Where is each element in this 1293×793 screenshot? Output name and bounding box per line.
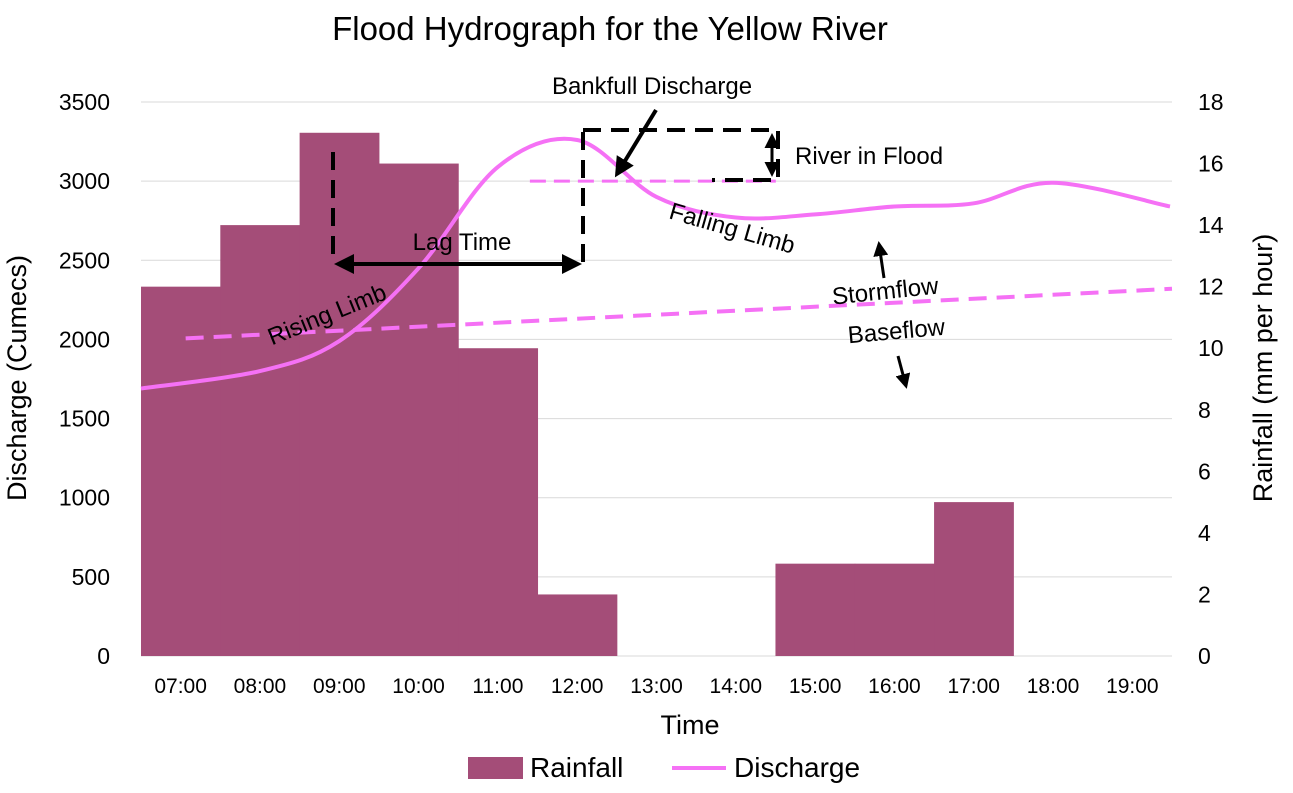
y-left-tick-label: 500 (72, 564, 110, 590)
annotation-falling-limb: Falling Limb (666, 198, 798, 260)
x-tick-label: 19:00 (1106, 675, 1159, 698)
baseflow-arrow (895, 355, 911, 389)
y-left-tick-label: 2000 (59, 326, 110, 352)
x-tick-label: 11:00 (472, 675, 523, 698)
stormflow-arrow (873, 241, 889, 279)
x-tick-label: 14:00 (710, 675, 763, 698)
discharge-series (140, 136, 1171, 391)
x-tick-label: 18:00 (1027, 675, 1080, 698)
y-right-tick-label: 6 (1198, 458, 1211, 484)
rainfall-bar (537, 594, 618, 656)
x-tick-label: 10:00 (392, 675, 445, 698)
rainfall-bar (378, 163, 459, 657)
y-left-tick-label: 3500 (59, 89, 110, 115)
x-tick-label: 13:00 (630, 675, 683, 698)
x-tick-label: 17:00 (947, 675, 1000, 698)
y-left-tick-labels: 0 500 1000 1500 2000 2500 3000 3500 (59, 89, 110, 669)
y-right-tick-label: 12 (1198, 274, 1224, 300)
legend-rainfall-label: Rainfall (530, 752, 623, 783)
annotation-river-in-flood: River in Flood (795, 143, 943, 170)
y-left-tick-label: 0 (97, 643, 110, 669)
rainfall-bar (934, 502, 1014, 656)
annotation-lag-time: Lag Time (413, 229, 512, 256)
y-right-tick-label: 14 (1198, 212, 1224, 238)
x-tick-label: 15:00 (789, 675, 842, 698)
y-right-tick-label: 10 (1198, 335, 1224, 361)
y-right-tick-label: 4 (1198, 520, 1211, 546)
x-tick-labels: 07:00 08:00 09:00 10:00 11:00 12:00 13:00 14:00… (154, 675, 1158, 698)
discharge-line (140, 136, 1171, 391)
bankfull-arrow (614, 108, 658, 178)
legend-rainfall-swatch (468, 757, 523, 779)
y-right-tick-label: 8 (1198, 397, 1211, 423)
y-right-axis-title: Rainfall (mm per hour) (1248, 234, 1278, 503)
rainfall-bar (854, 563, 935, 656)
rainfall-bar (141, 286, 221, 656)
x-tick-label: 12:00 (551, 675, 604, 698)
y-right-tick-labels: 0 2 4 6 8 10 12 14 16 18 (1198, 89, 1224, 669)
y-right-tick-label: 2 (1198, 581, 1211, 607)
y-left-tick-label: 1000 (59, 485, 110, 511)
rainfall-bar (775, 563, 856, 656)
annotation-baseflow: Baseflow (847, 314, 947, 349)
y-right-tick-label: 0 (1198, 643, 1211, 669)
y-left-tick-label: 3000 (59, 168, 110, 194)
x-tick-label: 07:00 (154, 675, 207, 698)
annotation-stormflow: Stormflow (831, 272, 941, 310)
y-left-axis-title: Discharge (Cumecs) (2, 255, 32, 501)
annotation-bankfull-discharge: Bankfull Discharge (552, 73, 752, 100)
rainfall-bar (458, 348, 539, 656)
y-left-tick-label: 2500 (59, 247, 110, 273)
rainfall-bars (141, 132, 1014, 657)
y-right-tick-label: 16 (1198, 151, 1224, 177)
legend: Rainfall Discharge (468, 752, 860, 783)
x-tick-label: 08:00 (234, 675, 287, 698)
annotation-marks (331, 108, 911, 389)
legend-discharge-label: Discharge (734, 752, 860, 783)
rainfall-bar (220, 225, 301, 656)
x-tick-label: 09:00 (313, 675, 366, 698)
rainfall-bar (299, 132, 380, 656)
y-left-tick-label: 1500 (59, 406, 110, 432)
x-tick-label: 16:00 (868, 675, 921, 698)
chart-title: Flood Hydrograph for the Yellow River (332, 10, 888, 47)
river-in-flood-box (583, 128, 780, 182)
x-axis-title: Time (661, 710, 720, 740)
y-right-tick-label: 18 (1198, 89, 1224, 115)
baseflow-line (185, 286, 1173, 341)
